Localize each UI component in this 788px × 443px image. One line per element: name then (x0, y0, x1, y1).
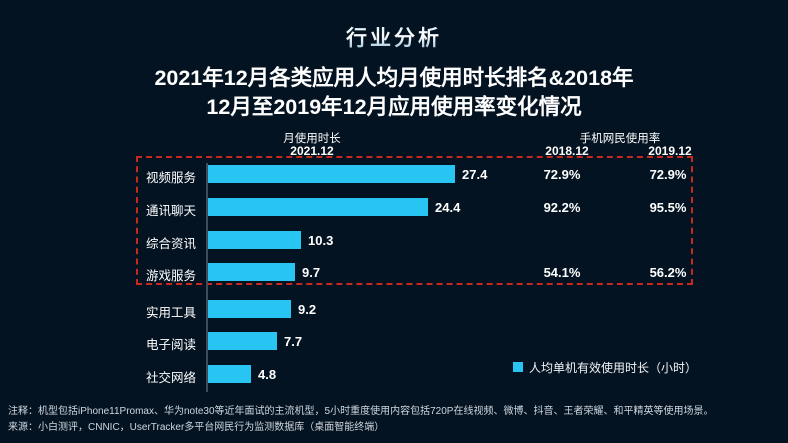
bar-value-label: 7.7 (284, 333, 303, 349)
category-label: 视频服务 (145, 171, 196, 185)
bar-value-label: 9.7 (302, 264, 321, 280)
chart-title: 2021年12月各类应用人均月使用时长排名&2018年 12月至2019年12月… (0, 64, 788, 122)
bar-value-label: 10.3 (308, 232, 334, 248)
legend-label: 人均单机有效使用时长（小时） (529, 360, 698, 375)
bar-value-label: 4.8 (258, 366, 277, 382)
bar (208, 198, 428, 216)
bar (208, 263, 295, 281)
category-label: 游戏服务 (145, 269, 196, 283)
bar (208, 165, 455, 183)
category-label: 社交网络 (145, 371, 196, 385)
footnote-note: 注释：机型包括iPhone11Promax、华为note30等近年面试的主流机型… (8, 406, 714, 417)
bar (208, 300, 291, 318)
usage-rate-2019: 72.9% (649, 167, 687, 182)
bar-group: 7.7 (208, 332, 302, 350)
chart-row: 电子阅读 7.7 (0, 332, 788, 352)
category-label: 实用工具 (145, 306, 196, 320)
chart-row: 视频服务 27.4 72.9% 72.9% (0, 165, 788, 185)
column-header-duration: 月使用时长 (283, 133, 341, 145)
bar (208, 231, 301, 249)
category-label: 电子阅读 (145, 338, 196, 352)
usage-rate-2018: 92.2% (543, 200, 581, 215)
usage-rate-2018: 54.1% (543, 265, 581, 280)
category-label: 通讯聊天 (145, 204, 196, 218)
section-title: 行业分析 (0, 22, 788, 52)
chart-title-line2: 12月至2019年12月应用使用率变化情况 (206, 95, 582, 119)
chart-row: 游戏服务 9.7 54.1% 56.2% (0, 263, 788, 283)
bar-value-label: 9.2 (298, 301, 317, 317)
bar-group: 9.2 (208, 300, 316, 318)
bar (208, 365, 251, 383)
bar-group: 9.7 (208, 263, 320, 281)
category-label: 综合资讯 (145, 237, 196, 251)
bar-group: 4.8 (208, 365, 276, 383)
bar-group: 24.4 (208, 198, 460, 216)
bar-value-label: 24.4 (435, 199, 461, 215)
column-period-2021: 2021.12 (290, 144, 334, 158)
bar (208, 332, 277, 350)
chart-row: 社交网络 4.8 (0, 365, 788, 385)
legend: 人均单机有效使用时长（小时） (513, 360, 698, 375)
legend-swatch-icon (513, 362, 523, 372)
bar-value-label: 27.4 (462, 166, 488, 182)
footnote-source: 来源：小白测评，CNNIC，UserTracker多平台网民行为监测数据库（桌面… (8, 422, 385, 433)
column-period-2018: 2018.12 (545, 144, 589, 158)
y-axis-line (206, 163, 208, 392)
bar-group: 10.3 (208, 231, 333, 249)
highlight-dashed-box (136, 156, 693, 285)
column-period-2019: 2019.12 (648, 144, 692, 158)
usage-rate-2019: 95.5% (649, 200, 687, 215)
column-header-usage-rate: 手机网民使用率 (579, 133, 661, 145)
chart-row: 实用工具 9.2 (0, 300, 788, 320)
bar-group: 27.4 (208, 165, 487, 183)
chart-row: 通讯聊天 24.4 92.2% 95.5% (0, 198, 788, 218)
chart-title-line1: 2021年12月各类应用人均月使用时长排名&2018年 (154, 66, 634, 90)
usage-rate-2019: 56.2% (649, 265, 687, 280)
chart-row: 综合资讯 10.3 (0, 231, 788, 251)
usage-rate-2018: 72.9% (543, 167, 581, 182)
